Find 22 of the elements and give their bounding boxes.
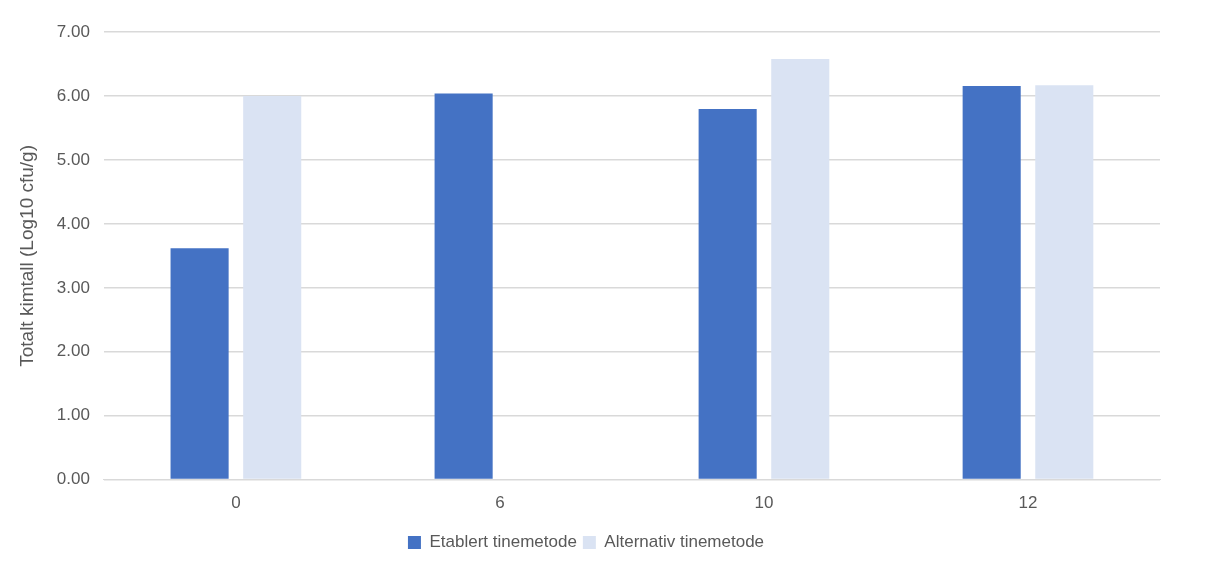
y-tick-label: 2.00 <box>56 341 90 361</box>
x-tick-label: 12 <box>1018 493 1038 513</box>
y-tick-label: 4.00 <box>56 213 90 233</box>
y-tick-label: 6.00 <box>56 85 90 105</box>
y-tick-label: 5.00 <box>56 149 90 169</box>
bar <box>1035 85 1094 479</box>
bar <box>698 108 757 479</box>
bar <box>771 59 830 479</box>
y-tick-label: 3.00 <box>56 277 90 297</box>
y-tick-label: 1.00 <box>56 405 90 425</box>
y-tick-label: 7.00 <box>56 21 90 41</box>
legend-label: Alternativ tinemetode <box>604 532 765 552</box>
bar <box>434 93 493 479</box>
y-tick-label: 0.00 <box>56 469 90 489</box>
bar <box>962 85 1021 479</box>
bar <box>243 96 302 479</box>
y-axis-title: Totalt kimtall (Log10 cfu/g) <box>15 145 37 367</box>
bar <box>170 248 229 479</box>
legend-label: Etablert tinemetode <box>429 532 577 552</box>
x-tick-label: 10 <box>754 493 774 513</box>
x-tick-label: 6 <box>495 493 505 513</box>
x-tick-label: 0 <box>231 493 241 513</box>
